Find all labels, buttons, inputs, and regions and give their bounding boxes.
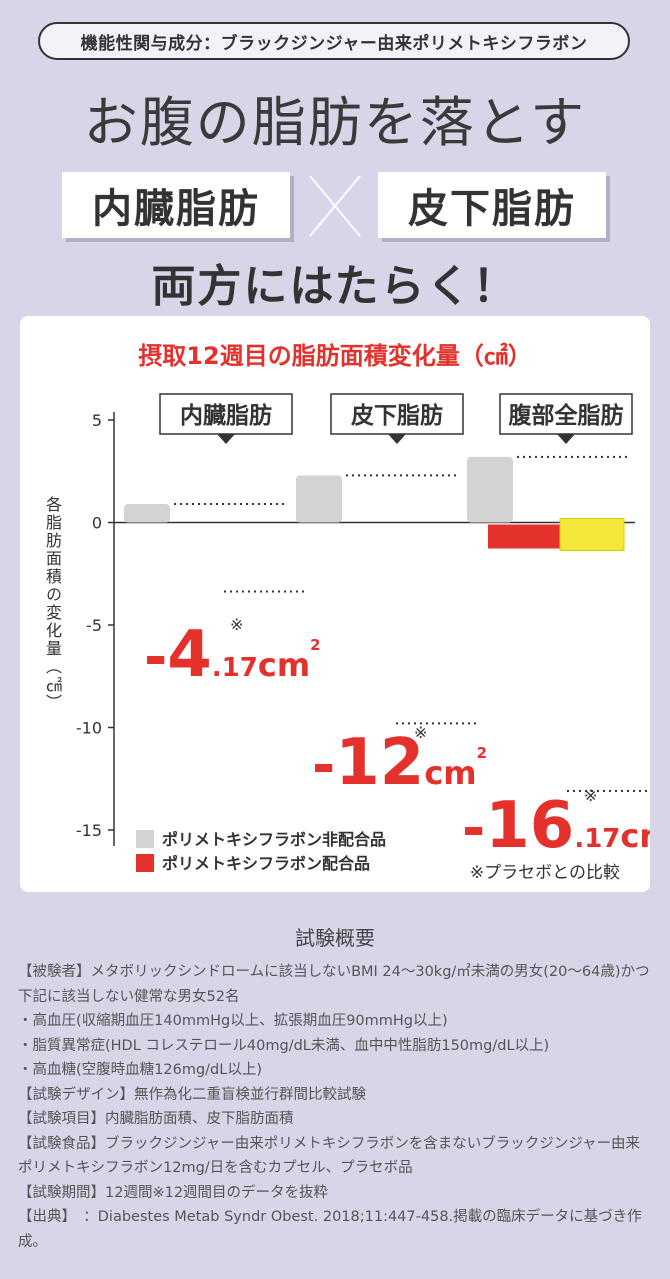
legend-label: ポリメトキシフラボン非配合品: [162, 830, 386, 849]
category-label-box: [499, 393, 633, 435]
subheadline: 両方にはたらく！: [151, 261, 519, 312]
difference-note: ※: [414, 723, 427, 742]
difference-sign: -: [462, 796, 485, 861]
overview-line: ・脂質異常症(HDL コレステロール40mg/dL未満、血中中性脂肪150mg/…: [18, 1037, 550, 1054]
difference-unit: cm: [620, 817, 650, 855]
difference-sign: -: [144, 625, 167, 690]
category-label: 内臓脂肪: [180, 402, 272, 429]
overview-line: 【被験者】メタボリックシンドロームに該当しないBMI 24〜30kg/㎡未満の男…: [18, 964, 650, 1005]
difference-value: -4.17cm2: [144, 618, 321, 692]
tag-subcutaneous-fat: 皮下脂肪: [378, 172, 606, 238]
chart-card: 摂取12週目の脂肪面積変化量（㎠） 各脂肪面積の変化量（㎠） 5 0 -5 -10 -1…: [20, 316, 650, 892]
y-axis-label: 各脂肪面積の変化量（㎠）: [43, 496, 62, 712]
bar-placebo: [124, 504, 170, 523]
difference-unit: cm: [258, 646, 310, 684]
overview-line: ・高血糖(空腹時血糖126mg/dL以上): [18, 1062, 262, 1078]
difference-value: -16.17cm2: [462, 789, 650, 863]
headline: お腹の脂肪を落とす: [83, 91, 587, 154]
cross-icon: [309, 175, 361, 237]
overview-line: 【試験食品】ブラックジンジャー由来ポリメトキシフラボンを含まないブラックジンジャ…: [18, 1135, 641, 1177]
overview-line: 【試験デザイン】無作為化二重盲検並行群間比較試験: [18, 1086, 366, 1103]
bar-placebo: [296, 475, 342, 523]
y-tick-label: 0: [92, 514, 102, 533]
overview-line: 【出典】 ：Diabestes Metab Syndr Obest. 2018;…: [18, 1209, 642, 1250]
difference-value: -12cm2: [312, 726, 487, 800]
y-tick-label: -5: [86, 616, 102, 635]
difference-sign: -: [312, 733, 335, 798]
difference-int: 16: [485, 789, 574, 863]
ingredient-badge: 機能性関与成分：ブラックジンジャー由来ポリメトキシフラボン: [38, 22, 630, 60]
legend-swatch: [136, 830, 154, 848]
overview-notes: 【被験者】メタボリックシンドロームに該当しないBMI 24〜30kg/㎡未満の男…: [18, 960, 654, 1254]
legend-swatch: [136, 854, 154, 872]
y-tick-label: -15: [76, 821, 102, 840]
difference-sup: 2: [477, 744, 487, 762]
legend-label: ポリメトキシフラボン配合品: [162, 854, 370, 873]
y-tick-label: -10: [76, 719, 102, 738]
tag-visceral-fat: 内臓脂肪: [62, 172, 290, 238]
difference-note: ※: [230, 615, 243, 634]
overview-title: 試験概要: [295, 926, 375, 950]
difference-int: 4: [167, 618, 212, 692]
category-pointer: [388, 434, 406, 444]
overview-line: 【試験項目】内臓脂肪面積、皮下脂肪面積: [18, 1111, 294, 1127]
category-label-box: [159, 393, 293, 435]
difference-unit: cm: [424, 754, 476, 792]
y-tick-label: 5: [92, 411, 102, 430]
bar-placebo: [467, 456, 513, 523]
overview-line: ・高血圧(収縮期血圧140mmHg以上、拡張期血圧90mmHg以上): [18, 1013, 448, 1029]
difference-dec: .17: [574, 824, 620, 854]
category-label: 腹部全脂肪: [509, 402, 624, 429]
bar-highlight: [559, 518, 625, 551]
category-pointer: [217, 434, 235, 444]
difference-dec: .17: [212, 653, 258, 683]
overview-line: 【試験期間】12週間※12週間目のデータを抜粋: [18, 1184, 329, 1201]
difference-note: ※: [584, 786, 597, 805]
difference-sup: 2: [310, 636, 320, 654]
category-label: 皮下脂肪: [351, 402, 443, 429]
difference-int: 12: [335, 726, 424, 800]
chart-title: 摂取12週目の脂肪面積変化量（㎠）: [138, 342, 532, 370]
bar-active: [488, 524, 560, 549]
chart-footnote: ※プラセボとの比較: [470, 863, 620, 883]
category-pointer: [557, 434, 575, 444]
